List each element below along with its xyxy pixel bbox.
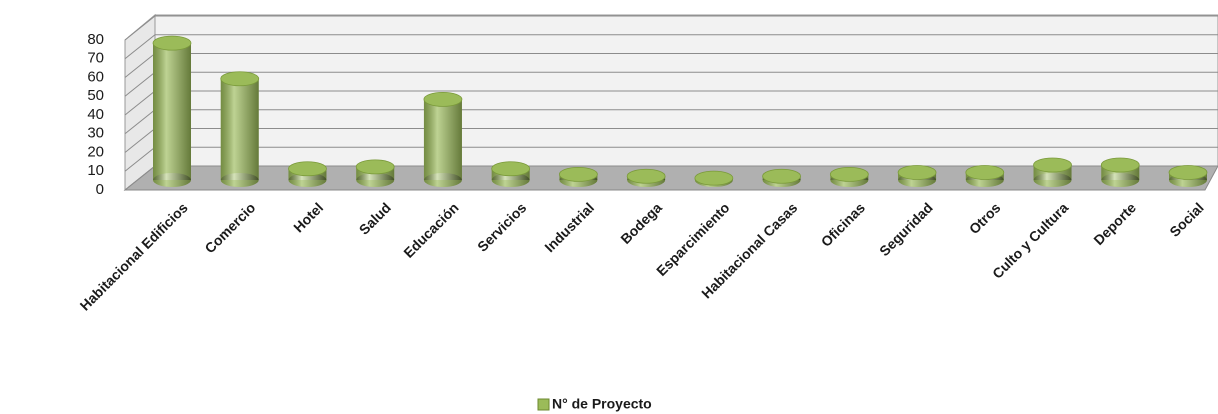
- y-tick-label: 60: [87, 68, 104, 85]
- x-tick-label: Deporte: [1090, 199, 1139, 248]
- x-tick-label: Social: [1166, 199, 1206, 239]
- bar-top: [559, 166, 598, 182]
- x-tick-label: Servicios: [474, 199, 529, 254]
- x-tick-label: Salud: [356, 199, 394, 237]
- bar-top: [423, 91, 463, 107]
- bar: [694, 170, 734, 187]
- bar: [965, 165, 1005, 187]
- bar-top: [1033, 157, 1072, 173]
- bar: [1100, 157, 1140, 187]
- bar-top: [694, 170, 734, 186]
- bar: [559, 166, 598, 187]
- bar-top: [288, 161, 327, 177]
- bar-top: [965, 165, 1005, 180]
- x-tick-label: Bodega: [617, 199, 665, 247]
- x-tick-label: Habitacional Edificios: [77, 199, 191, 313]
- bar-top: [1100, 157, 1140, 173]
- bar-top: [355, 159, 395, 175]
- x-tick-label: Oficinas: [818, 199, 869, 250]
- bar-top: [491, 161, 531, 177]
- y-tick-label: 10: [87, 162, 104, 179]
- grid-line: [124, 15, 1218, 41]
- bar: [423, 91, 463, 187]
- legend-label: N° de Proyecto: [552, 396, 652, 412]
- bar: [762, 168, 801, 187]
- bar-top: [762, 168, 801, 184]
- bar: [288, 161, 327, 187]
- y-tick-label: 80: [87, 31, 104, 48]
- bar: [897, 165, 937, 187]
- bar-body-shade: [220, 78, 259, 180]
- bar: [829, 166, 869, 187]
- bar: [1033, 157, 1072, 187]
- y-tick-label: 70: [87, 50, 104, 67]
- bar-top: [1168, 165, 1208, 180]
- grid-line: [124, 34, 1218, 60]
- x-tick-label: Industrial: [541, 199, 597, 255]
- bar-body-shade: [153, 43, 191, 180]
- y-tick-label: 30: [87, 125, 104, 142]
- y-tick-label: 0: [96, 181, 104, 198]
- bar: [220, 71, 260, 187]
- bar: [355, 159, 395, 187]
- x-tick-label: Hotel: [290, 199, 326, 235]
- x-tick-label: Seguridad: [876, 199, 936, 259]
- y-tick-label: 20: [87, 143, 104, 160]
- y-tick-label: 40: [87, 106, 104, 123]
- x-tick-label: Otros: [966, 199, 1004, 237]
- bar: [626, 168, 666, 187]
- bar-top: [897, 165, 937, 180]
- bar-top: [829, 166, 869, 182]
- y-tick-label: 50: [87, 87, 104, 104]
- bar-top: [220, 71, 260, 87]
- bar-top: [626, 168, 666, 184]
- legend-swatch: [537, 398, 550, 411]
- bar-top: [152, 35, 192, 51]
- bar-body-shade: [423, 99, 462, 180]
- bar: [152, 35, 192, 187]
- x-tick-label: Comercio: [201, 199, 258, 256]
- bar: [491, 161, 531, 187]
- bar: [1168, 165, 1208, 187]
- x-tick-label: Educación: [400, 199, 461, 260]
